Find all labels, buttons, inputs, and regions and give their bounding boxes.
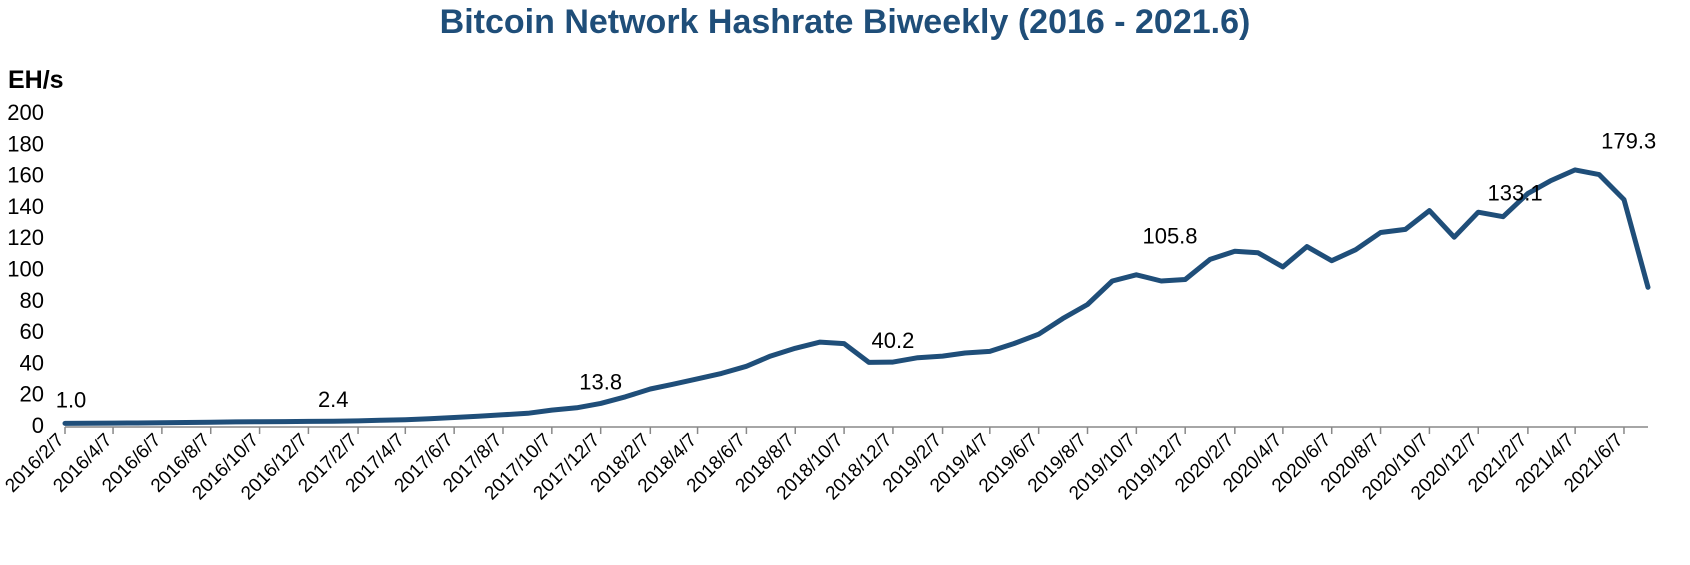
series-line-hashrate: [62, 167, 1651, 426]
y-tick-label: 60: [20, 319, 44, 344]
data-label: 13.8: [579, 369, 622, 394]
data-label: 105.8: [1142, 223, 1197, 248]
data-annotations: 1.0 2.4 13.8 40.2 105.8 133.1 179.3: [56, 128, 1657, 412]
y-tick-label: 0: [32, 413, 44, 438]
y-axis-ticks: 0 20 40 60 80 100 120 140 160 180 200: [7, 100, 44, 438]
chart-title: Bitcoin Network Hashrate Biweekly (2016 …: [439, 3, 1251, 41]
data-label: 1.0: [56, 387, 87, 412]
y-tick-label: 120: [7, 225, 44, 250]
y-tick-label: 80: [20, 288, 44, 313]
data-label: 133.1: [1488, 181, 1543, 206]
y-axis-unit-label: EH/s: [8, 66, 64, 94]
x-axis-ticks: 2016/2/72016/4/72016/6/72016/8/72016/10/…: [1, 427, 1628, 504]
y-tick-label: 160: [7, 163, 44, 188]
y-tick-label: 140: [7, 194, 44, 219]
y-tick-label: 200: [7, 100, 44, 125]
data-label: 40.2: [872, 328, 915, 353]
y-tick-label: 20: [20, 382, 44, 407]
y-tick-label: 40: [20, 350, 44, 375]
y-tick-label: 180: [7, 131, 44, 156]
y-tick-label: 100: [7, 257, 44, 282]
data-label: 2.4: [318, 387, 349, 412]
data-label: 179.3: [1601, 128, 1656, 153]
